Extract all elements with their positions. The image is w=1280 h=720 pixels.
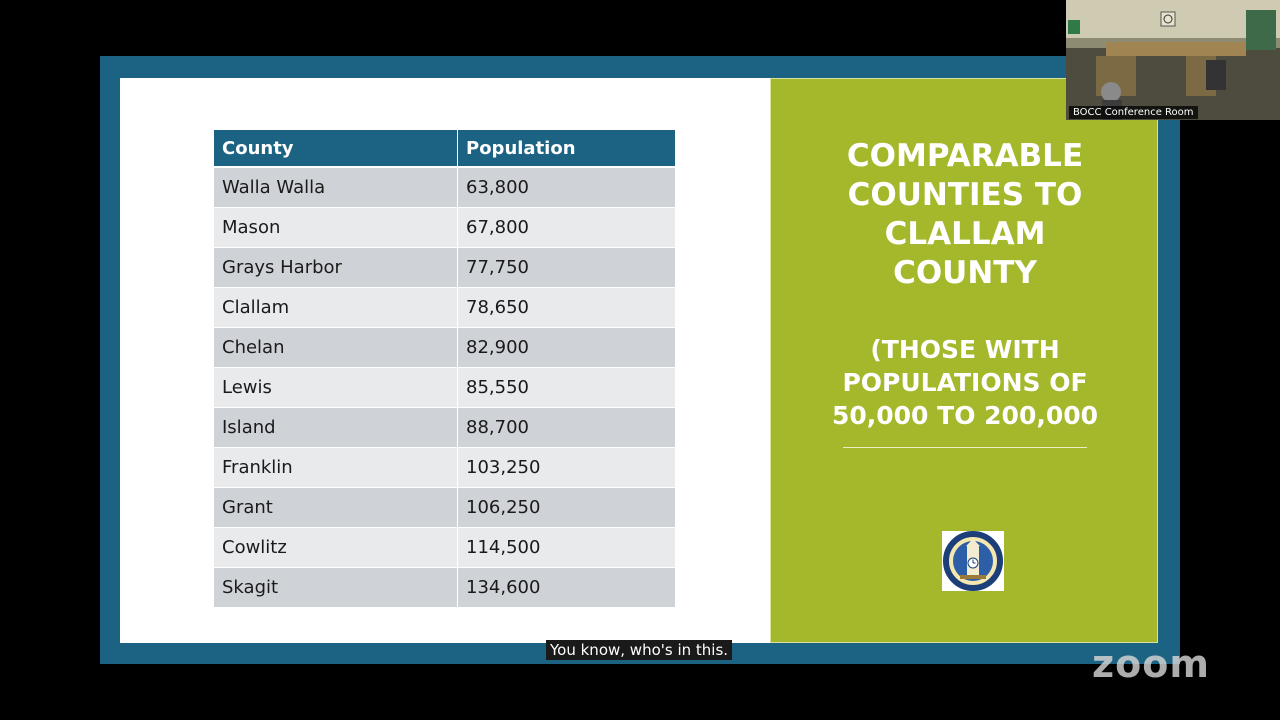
population-cell: 77,750	[458, 248, 675, 288]
population-cell: 88,700	[458, 408, 675, 448]
slide-table-panel: County Population Walla Walla 63,800 Mas…	[120, 78, 770, 643]
county-population-table: County Population Walla Walla 63,800 Mas…	[214, 130, 675, 608]
county-cell: Grant	[214, 488, 458, 528]
population-cell: 103,250	[458, 448, 675, 488]
conference-room-video	[1066, 0, 1280, 120]
shared-slide: County Population Walla Walla 63,800 Mas…	[100, 56, 1180, 664]
table-row: Franklin 103,250	[214, 448, 675, 488]
slide-title-panel: COMPARABLE COUNTIES TO CLALLAM COUNTY (T…	[770, 78, 1158, 643]
table-row: Grays Harbor 77,750	[214, 248, 675, 288]
population-cell: 78,650	[458, 288, 675, 328]
table-row: Island 88,700	[214, 408, 675, 448]
county-cell: Lewis	[214, 368, 458, 408]
table-row: Skagit 134,600	[214, 568, 675, 608]
table-header-row: County Population	[214, 130, 675, 168]
table-row: Chelan 82,900	[214, 328, 675, 368]
title-divider	[843, 447, 1087, 448]
population-cell: 106,250	[458, 488, 675, 528]
slide-title: COMPARABLE COUNTIES TO CLALLAM COUNTY	[846, 138, 1084, 291]
zoom-logo: zoom	[1092, 642, 1210, 686]
county-cell: Cowlitz	[214, 528, 458, 568]
population-cell: 67,800	[458, 208, 675, 248]
table-row: Mason 67,800	[214, 208, 675, 248]
population-cell: 114,500	[458, 528, 675, 568]
video-tile-name: BOCC Conference Room	[1069, 106, 1198, 119]
population-cell: 82,900	[458, 328, 675, 368]
header-population: Population	[458, 130, 675, 168]
population-cell: 63,800	[458, 168, 675, 208]
county-cell: Skagit	[214, 568, 458, 608]
county-cell: Grays Harbor	[214, 248, 458, 288]
header-county: County	[214, 130, 458, 168]
table-row: Clallam 78,650	[214, 288, 675, 328]
county-cell: Franklin	[214, 448, 458, 488]
participant-video-tile[interactable]: BOCC Conference Room	[1066, 0, 1280, 120]
county-cell: Island	[214, 408, 458, 448]
population-cell: 134,600	[458, 568, 675, 608]
table-row: Lewis 85,550	[214, 368, 675, 408]
county-cell: Chelan	[214, 328, 458, 368]
table-row: Walla Walla 63,800	[214, 168, 675, 208]
county-seal-icon	[942, 531, 1004, 591]
table-row: Cowlitz 114,500	[214, 528, 675, 568]
county-cell: Walla Walla	[214, 168, 458, 208]
table-row: Grant 106,250	[214, 488, 675, 528]
slide-subtitle: (THOSE WITH POPULATIONS OF 50,000 TO 200…	[831, 335, 1099, 430]
population-cell: 85,550	[458, 368, 675, 408]
county-cell: Mason	[214, 208, 458, 248]
county-cell: Clallam	[214, 288, 458, 328]
closed-caption: You know, who's in this.	[546, 640, 733, 660]
